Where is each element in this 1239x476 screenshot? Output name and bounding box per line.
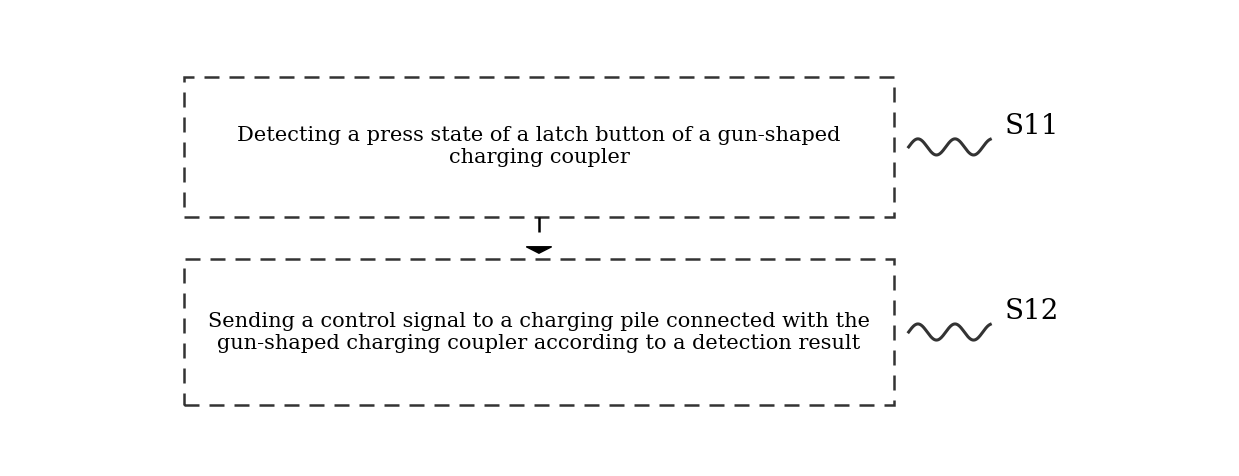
Text: Detecting a press state of a latch button of a gun-shaped
charging coupler: Detecting a press state of a latch butto… (238, 127, 840, 168)
FancyBboxPatch shape (183, 259, 895, 406)
Text: S12: S12 (1005, 298, 1059, 326)
Text: Sending a control signal to a charging pile connected with the
gun-shaped chargi: Sending a control signal to a charging p… (208, 311, 870, 353)
FancyBboxPatch shape (183, 77, 895, 217)
Text: S11: S11 (1005, 113, 1059, 140)
Polygon shape (527, 247, 551, 253)
